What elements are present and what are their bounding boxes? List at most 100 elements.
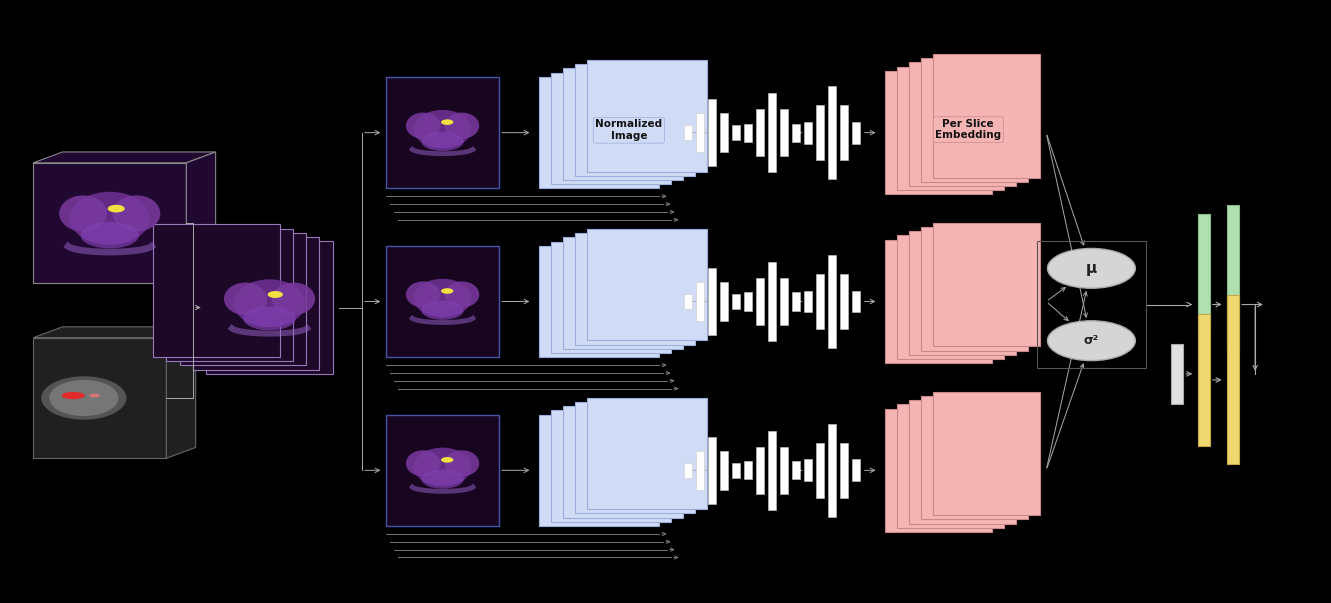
Bar: [804, 459, 812, 481]
Polygon shape: [386, 415, 499, 526]
Ellipse shape: [59, 195, 106, 232]
Ellipse shape: [272, 283, 315, 315]
Bar: [792, 461, 800, 479]
Bar: [804, 122, 812, 144]
Bar: [768, 93, 776, 172]
Bar: [852, 459, 860, 481]
Polygon shape: [885, 239, 992, 363]
Circle shape: [108, 205, 125, 212]
Polygon shape: [921, 227, 1028, 350]
Polygon shape: [153, 224, 280, 357]
Polygon shape: [166, 327, 196, 458]
Bar: [768, 262, 776, 341]
Bar: [840, 274, 848, 329]
Ellipse shape: [445, 282, 479, 308]
Ellipse shape: [406, 113, 441, 139]
Ellipse shape: [234, 279, 306, 327]
Polygon shape: [193, 237, 319, 370]
Ellipse shape: [89, 394, 100, 397]
Polygon shape: [551, 73, 671, 185]
Polygon shape: [33, 338, 166, 458]
Polygon shape: [921, 58, 1028, 182]
Text: μ: μ: [1086, 261, 1097, 276]
Bar: [732, 294, 740, 309]
Polygon shape: [166, 229, 293, 361]
Bar: [720, 113, 728, 152]
Polygon shape: [539, 246, 659, 357]
Bar: [780, 447, 788, 494]
Bar: [744, 292, 752, 311]
Text: Per Slice
Embedding: Per Slice Embedding: [936, 119, 1001, 140]
Polygon shape: [897, 235, 1004, 359]
Circle shape: [441, 119, 454, 125]
Polygon shape: [563, 68, 683, 180]
Polygon shape: [539, 415, 659, 526]
Bar: [684, 463, 692, 478]
Ellipse shape: [406, 282, 441, 308]
Polygon shape: [180, 233, 306, 365]
Bar: [780, 278, 788, 325]
Polygon shape: [386, 246, 499, 357]
Bar: [720, 451, 728, 490]
Bar: [684, 125, 692, 140]
Polygon shape: [33, 327, 196, 338]
Bar: [828, 423, 836, 517]
Polygon shape: [897, 404, 1004, 528]
Bar: [696, 113, 704, 152]
Polygon shape: [909, 231, 1016, 355]
Bar: [684, 294, 692, 309]
Ellipse shape: [49, 380, 118, 416]
Bar: [1227, 295, 1239, 464]
Bar: [744, 124, 752, 142]
Ellipse shape: [445, 113, 479, 139]
Ellipse shape: [422, 470, 463, 488]
Bar: [828, 254, 836, 349]
Bar: [732, 125, 740, 140]
Circle shape: [441, 457, 454, 463]
Bar: [756, 278, 764, 325]
Circle shape: [1047, 321, 1135, 361]
Bar: [852, 122, 860, 144]
Polygon shape: [587, 60, 707, 171]
Polygon shape: [587, 229, 707, 340]
Ellipse shape: [414, 279, 471, 317]
Ellipse shape: [224, 283, 268, 315]
Bar: [708, 268, 716, 335]
Ellipse shape: [406, 450, 441, 476]
Ellipse shape: [414, 110, 471, 148]
Polygon shape: [551, 241, 671, 353]
Polygon shape: [587, 398, 707, 509]
Text: σ²: σ²: [1083, 334, 1099, 347]
Bar: [792, 124, 800, 142]
Polygon shape: [909, 400, 1016, 523]
Polygon shape: [186, 152, 216, 283]
Bar: [816, 105, 824, 160]
Polygon shape: [933, 54, 1040, 177]
Polygon shape: [551, 410, 671, 522]
Polygon shape: [539, 77, 659, 188]
Ellipse shape: [80, 222, 138, 248]
Polygon shape: [33, 163, 186, 283]
Bar: [744, 461, 752, 479]
Bar: [768, 431, 776, 510]
Polygon shape: [885, 71, 992, 194]
Ellipse shape: [422, 301, 463, 320]
Polygon shape: [575, 65, 695, 176]
Ellipse shape: [61, 392, 85, 399]
Polygon shape: [206, 241, 333, 374]
Polygon shape: [386, 77, 499, 188]
Polygon shape: [563, 406, 683, 517]
Ellipse shape: [445, 450, 479, 476]
Ellipse shape: [41, 376, 126, 420]
Bar: [1171, 344, 1183, 404]
Bar: [720, 282, 728, 321]
Ellipse shape: [112, 195, 160, 232]
Bar: [696, 282, 704, 321]
Bar: [708, 437, 716, 504]
Bar: [828, 86, 836, 180]
Bar: [1198, 214, 1210, 332]
Bar: [804, 291, 812, 312]
Polygon shape: [575, 233, 695, 345]
Ellipse shape: [414, 447, 471, 486]
Polygon shape: [575, 402, 695, 514]
